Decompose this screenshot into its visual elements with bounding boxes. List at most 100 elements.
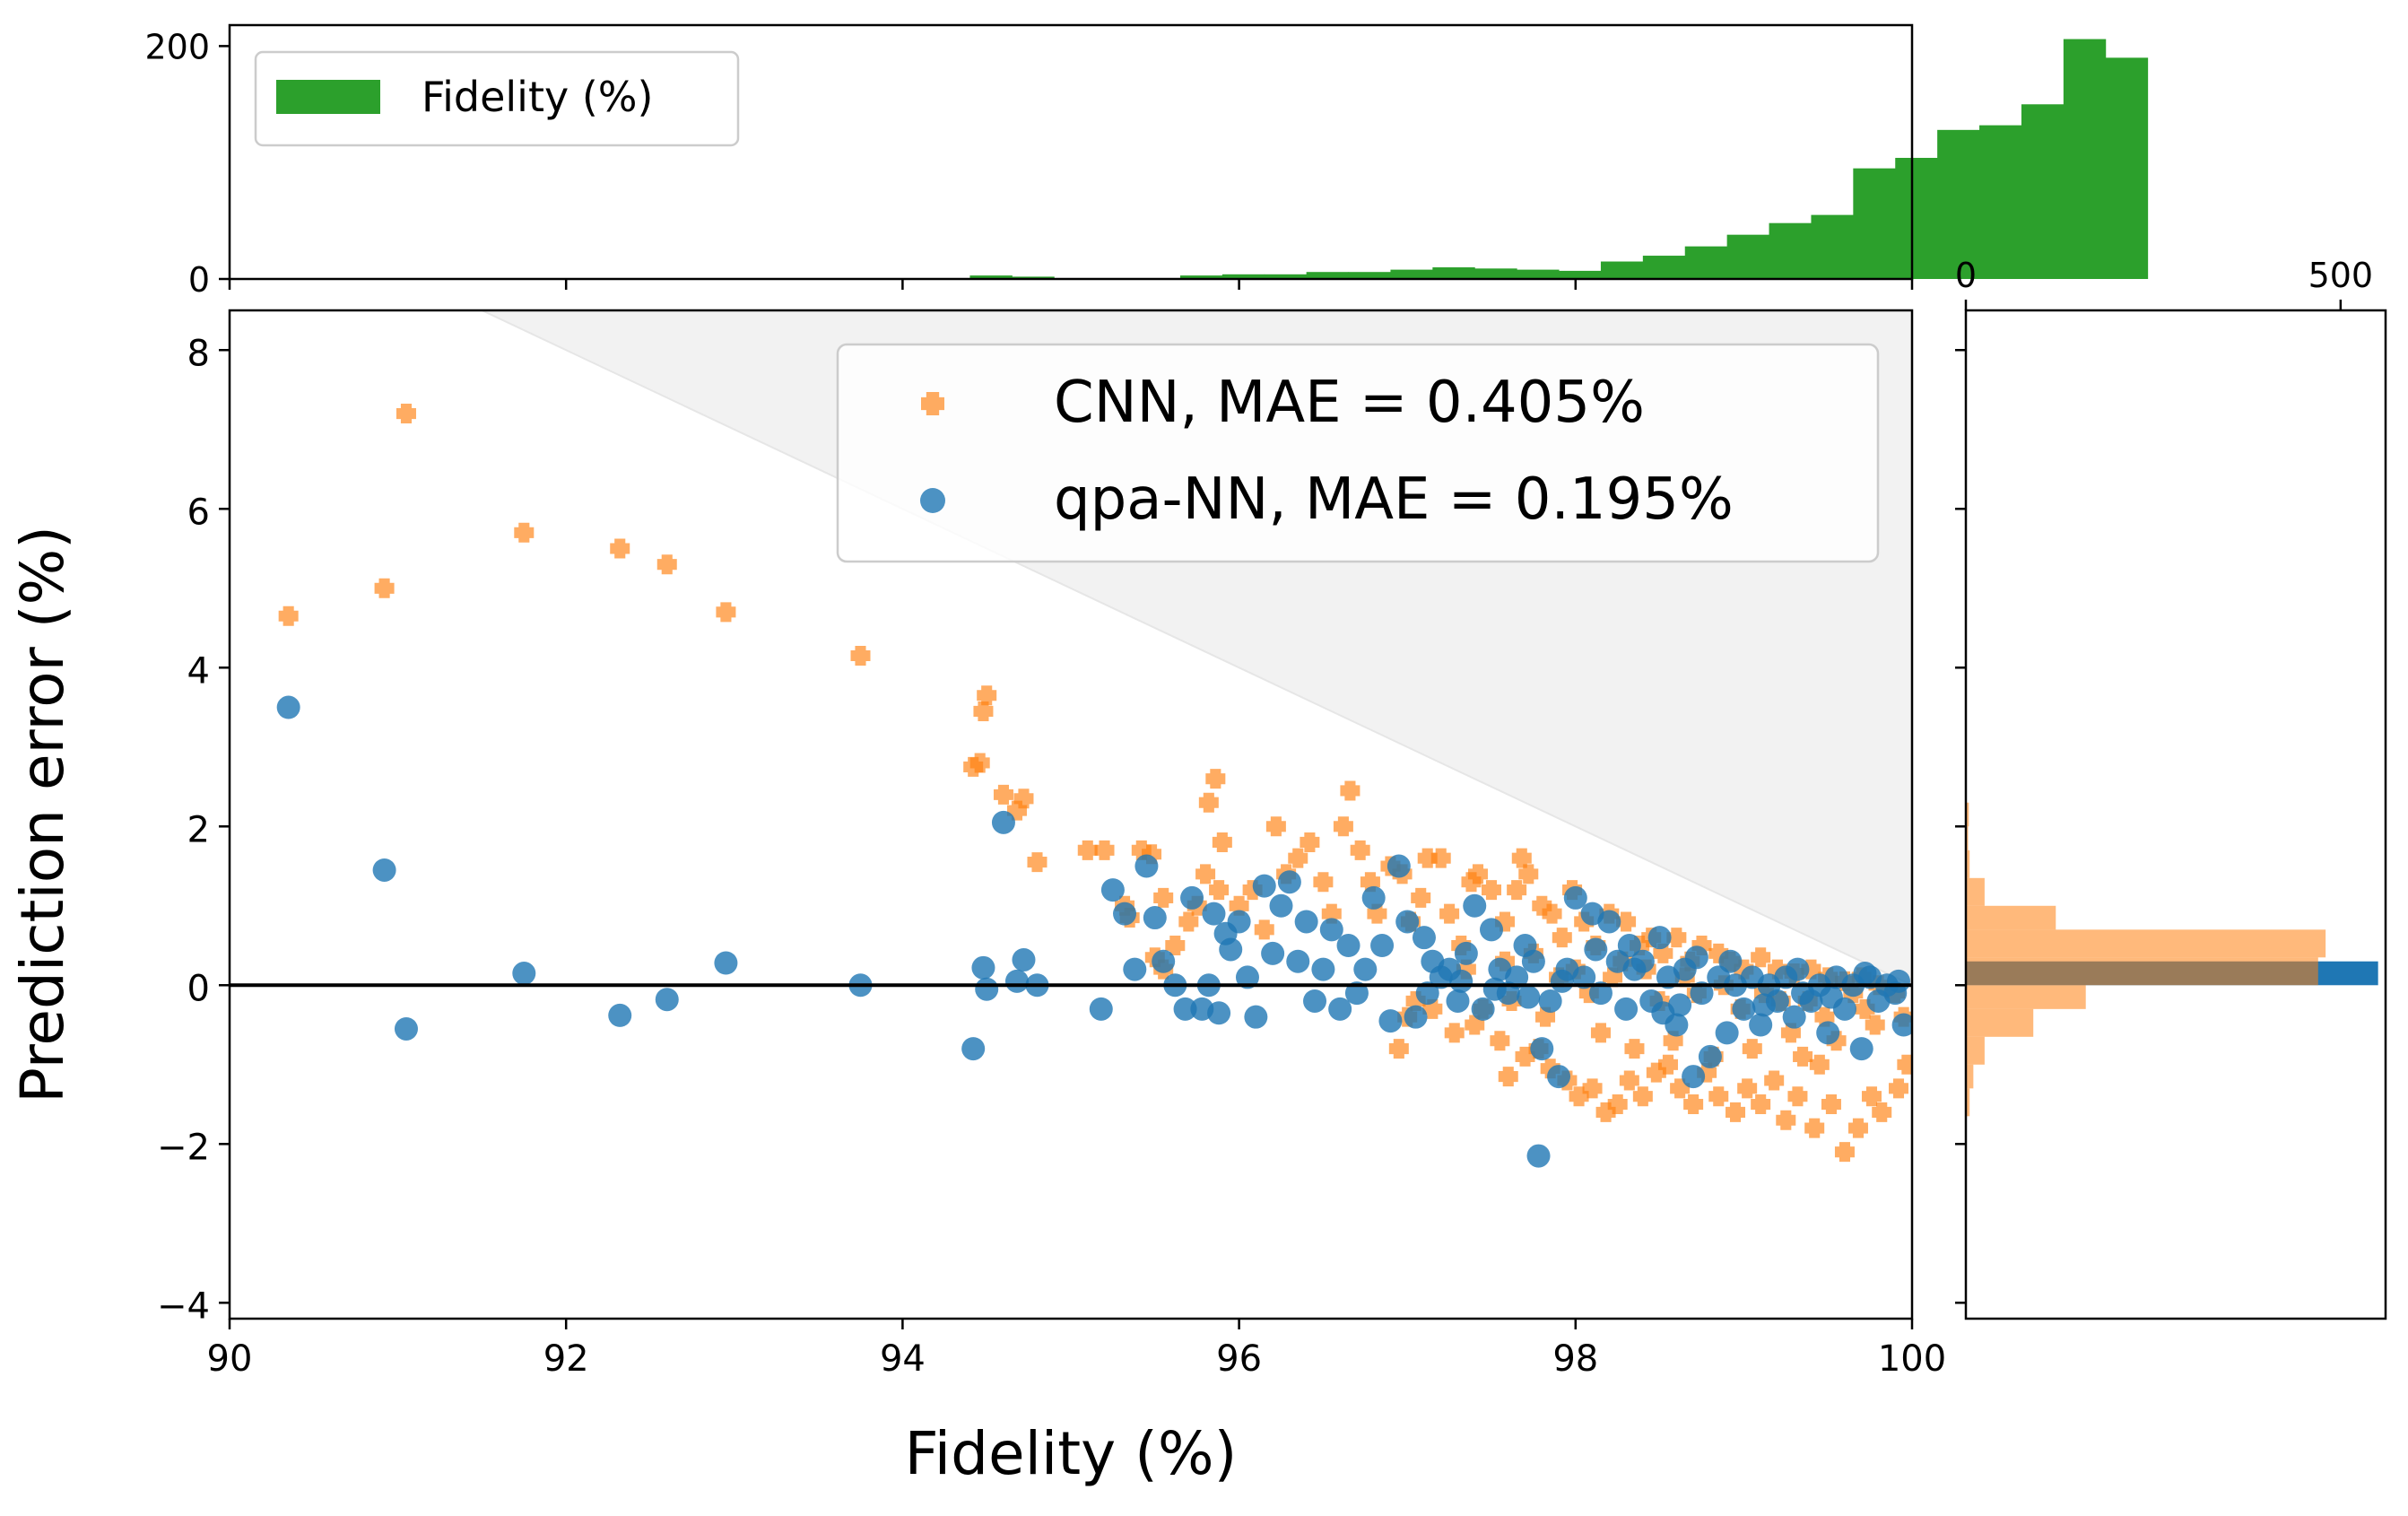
cnn-point bbox=[1077, 840, 1098, 860]
cnn-point bbox=[1787, 1086, 1808, 1107]
right-histogram-bar-cnn bbox=[1966, 985, 2086, 1009]
qpa-nn-point bbox=[1286, 949, 1310, 973]
cnn-point bbox=[1582, 1078, 1603, 1099]
right-x-tick-label: 500 bbox=[2308, 256, 2374, 295]
qpa-nn-point bbox=[1547, 1065, 1571, 1089]
legend-qpa-nn-marker-shape bbox=[920, 488, 945, 513]
cnn-point bbox=[1333, 816, 1353, 837]
cnn-point bbox=[1013, 788, 1034, 809]
cnn-point bbox=[850, 645, 871, 666]
top-histogram-bar bbox=[2063, 39, 2107, 280]
qpa-nn-point bbox=[1749, 1013, 1773, 1037]
qpa-nn-point bbox=[1819, 985, 1843, 1009]
y-tick-label: 2 bbox=[187, 809, 210, 850]
right-x-tick-label: 0 bbox=[1955, 256, 1977, 295]
cnn-point bbox=[1847, 1118, 1868, 1138]
cnn-point bbox=[1776, 1110, 1796, 1130]
cnn-point bbox=[1165, 936, 1186, 956]
qpa-nn-point bbox=[1538, 989, 1562, 1013]
top-histogram-x-ticks bbox=[228, 279, 1914, 290]
x-tick-label: 90 bbox=[207, 1338, 253, 1380]
right-histogram-panel: 0 500 bbox=[1955, 256, 2387, 1320]
qpa-nn-point bbox=[1682, 1065, 1706, 1089]
qpa-nn-point bbox=[1550, 969, 1574, 993]
cnn-point bbox=[1498, 1067, 1518, 1087]
qpa-nn-point bbox=[991, 810, 1015, 834]
qpa-nn-point bbox=[1816, 1021, 1840, 1045]
legend-cnn-marker bbox=[921, 392, 944, 415]
qpa-nn-point bbox=[1732, 997, 1756, 1021]
top-histogram-bar bbox=[1264, 274, 1308, 279]
top-y-tick-label: 0 bbox=[188, 260, 210, 300]
top-histogram-bar bbox=[1979, 125, 2022, 279]
cnn-point bbox=[1205, 769, 1226, 789]
top-legend-box bbox=[254, 50, 740, 147]
cnn-point bbox=[1511, 848, 1532, 868]
main-scatter-panel: 90 92 94 96 98 100 −4 −2 0 2 4 6 8 Fidelity (%) Pre… bbox=[8, 309, 1946, 1488]
qpa-nn-point bbox=[1412, 926, 1436, 950]
qpa-nn-point bbox=[1207, 1001, 1231, 1025]
qpa-nn-point bbox=[1849, 1037, 1873, 1061]
legend-cnn-marker-shape bbox=[921, 392, 944, 415]
top-y-tick-label: 200 bbox=[144, 27, 210, 66]
cnn-point bbox=[1439, 903, 1460, 924]
cnn-point bbox=[1861, 1086, 1882, 1107]
main-x-ticks: 90 92 94 96 98 100 bbox=[207, 1319, 1946, 1380]
qpa-nn-point bbox=[1404, 1005, 1428, 1029]
top-histogram-bar bbox=[2105, 57, 2149, 279]
qpa-nn-point bbox=[1517, 985, 1541, 1009]
top-histogram-bar bbox=[1811, 214, 1854, 279]
qpa-nn-point bbox=[1252, 874, 1276, 898]
qpa-nn-point bbox=[1328, 997, 1352, 1021]
qpa-nn-point bbox=[1622, 957, 1647, 981]
top-histogram-bars bbox=[969, 39, 2149, 280]
cnn-point bbox=[1624, 1039, 1645, 1059]
cnn-point bbox=[1804, 1118, 1825, 1138]
cnn-point bbox=[973, 701, 994, 721]
cnn-point bbox=[1178, 911, 1199, 932]
cnn-point bbox=[1542, 903, 1562, 924]
qpa-nn-point bbox=[1113, 902, 1137, 926]
qpa-nn-point bbox=[1294, 910, 1318, 934]
qpa-nn-point bbox=[1219, 937, 1243, 962]
cnn-point bbox=[1764, 1070, 1785, 1091]
cnn-point bbox=[1793, 1046, 1813, 1067]
cnn-point bbox=[1809, 1054, 1830, 1075]
main-plot-frame bbox=[228, 309, 1914, 1320]
top-histogram-bar bbox=[1179, 275, 1223, 279]
main-legend-box bbox=[836, 343, 1880, 563]
qpa-nn-point bbox=[1100, 878, 1125, 902]
qpa-nn-point bbox=[1480, 918, 1503, 942]
cnn-point bbox=[1865, 1015, 1885, 1035]
qpa-nn-point bbox=[1471, 997, 1495, 1021]
x-tick-label: 94 bbox=[880, 1338, 926, 1380]
top-legend-swatch bbox=[276, 80, 380, 114]
qpa-nn-point bbox=[1415, 981, 1439, 1006]
qpa-nn-point bbox=[1698, 1044, 1722, 1068]
qpa-nn-point bbox=[1244, 1005, 1268, 1029]
cnn-point bbox=[1198, 792, 1219, 813]
main-y-ticks: −4 −2 0 2 4 6 8 bbox=[157, 333, 230, 1327]
x-tick-label: 100 bbox=[1878, 1338, 1946, 1380]
top-histogram-y-ticks: 0 200 bbox=[144, 27, 230, 300]
right-histogram-bar-cnn bbox=[1966, 929, 2326, 958]
qpa-nn-point bbox=[1572, 965, 1596, 989]
y-tick-label: −2 bbox=[157, 1127, 210, 1168]
y-axis-label: Prediction error (%) bbox=[8, 526, 77, 1103]
y-tick-label: 0 bbox=[187, 968, 210, 1009]
qpa-nn-point bbox=[1526, 1144, 1551, 1168]
cnn-point bbox=[977, 685, 997, 706]
cnn-point bbox=[1444, 1023, 1465, 1043]
top-histogram-bar bbox=[1937, 129, 1980, 279]
cnn-point bbox=[1834, 1142, 1855, 1163]
right-histogram-x-ticks: 0 500 bbox=[1955, 256, 2373, 310]
cnn-point bbox=[969, 753, 990, 773]
qpa-nn-point bbox=[1180, 885, 1204, 910]
cnn-point bbox=[1619, 1070, 1639, 1091]
qpa-nn-point bbox=[1227, 910, 1251, 934]
qpa-nn-point bbox=[1597, 910, 1621, 934]
cnn-point bbox=[1821, 1094, 1841, 1115]
main-legend: CNN, MAE = 0.405% qpa-NN, MAE = 0.195% bbox=[836, 343, 1880, 563]
top-histogram-bar bbox=[1306, 272, 1350, 279]
qpa-nn-point bbox=[608, 1003, 632, 1027]
